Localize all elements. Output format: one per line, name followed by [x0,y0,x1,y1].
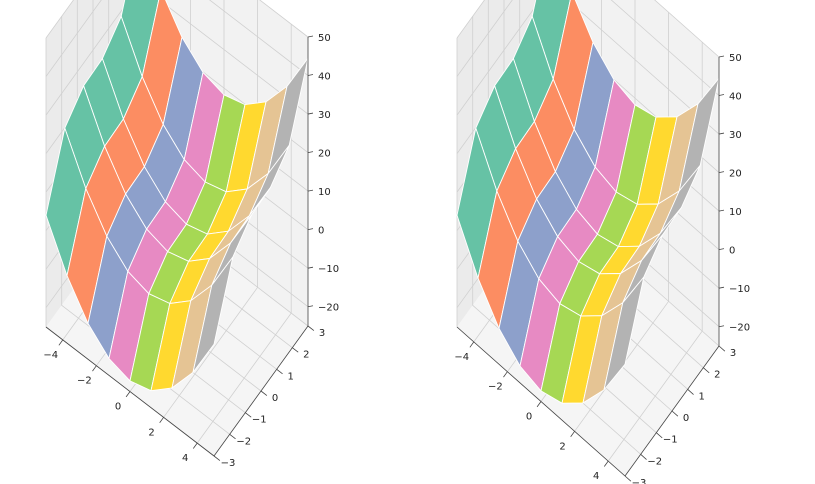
surface [45,0,309,392]
y-tick-label: 1 [699,391,705,402]
y-tick-mark [624,475,632,482]
x-tick-label: −2 [77,376,92,387]
z-tick-label: 40 [729,92,742,103]
y-tick-label: −1 [663,435,678,446]
x-tick-label: −4 [454,352,469,363]
z-tick-mark [718,248,725,251]
x-tick-mark [570,431,575,437]
x-tick-label: 0 [115,402,121,413]
y-tick-mark [307,325,315,331]
z-tick-label: −10 [729,284,750,295]
x-tick-mark [192,442,198,449]
x-tick-label: −2 [488,382,503,393]
y-tick-mark [213,455,221,461]
z-tick-mark [307,189,314,192]
y-tick-label: −2 [647,456,662,467]
y-tick-label: 0 [683,413,689,424]
x-tick-label: 4 [593,471,599,482]
z-tick-mark [307,266,314,269]
x-tick-label: −4 [43,350,58,361]
x-tick-mark [159,417,164,423]
x-tick-mark [92,365,97,372]
y-tick-mark [718,345,726,352]
z-tick-mark [307,74,314,76]
x-tick-mark [603,460,609,467]
z-tick-label: 10 [729,207,742,218]
z-tick-mark [718,209,725,212]
z-tick-mark [307,305,314,308]
x-tick-mark [469,341,475,348]
z-tick-label: 20 [729,169,742,180]
y-tick-mark [703,367,710,374]
z-tick-label: 50 [318,33,331,44]
gridline-z [45,0,309,116]
gridline-z [456,0,720,58]
z-tick-mark [718,55,725,58]
surface [456,0,720,404]
z-tick-label: −20 [729,323,750,334]
y-tick-mark [229,434,236,440]
y-tick-label: −2 [236,436,251,447]
z-tick-mark [307,35,314,38]
y-tick-label: 1 [288,371,294,382]
z-tick-label: 20 [318,149,331,160]
y-tick-label: −1 [252,415,267,426]
z-tick-mark [718,132,725,135]
axes [45,35,315,461]
x-tick-mark [536,401,542,408]
surface-patch [603,276,645,391]
x-tick-label: 2 [559,441,565,452]
y-tick-mark [260,390,268,396]
y-tick-label: 0 [272,393,278,404]
y-tick-mark [276,369,283,375]
x-tick-mark [58,339,64,346]
y-tick-label: 3 [319,328,325,339]
y-tick-mark [671,410,679,417]
y-tick-mark [245,412,252,418]
y-tick-label: 2 [303,350,309,361]
gridline-z [456,0,720,135]
y-tick-mark [640,454,647,460]
surface-patch [192,256,234,373]
x-tick-mark [503,371,508,378]
z-tick-mark [307,228,314,231]
z-tick-label: −10 [318,264,339,275]
x-tick-label: 0 [526,412,532,423]
z-tick-label: −20 [318,303,339,314]
y-tick-label: 2 [714,370,720,381]
z-tick-label: 30 [318,110,331,121]
y-tick-mark [292,347,299,353]
y-tick-mark [656,432,663,439]
z-tick-label: 10 [318,187,331,198]
z-tick-label: 0 [729,246,735,257]
y-tick-label: −3 [632,478,647,484]
y-tick-mark [687,389,694,395]
z-tick-label: 30 [729,130,742,141]
gridline-y [472,16,641,455]
z-tick-mark [718,286,725,289]
z-tick-mark [718,171,725,173]
axes [456,55,726,482]
y-tick-label: 3 [730,348,736,359]
gridline-y [61,16,230,435]
z-tick-label: 0 [318,226,324,237]
z-tick-mark [307,151,314,153]
z-tick-mark [307,112,314,115]
x-tick-label: 4 [182,453,188,464]
z-tick-mark [718,94,725,96]
z-tick-mark [718,325,725,328]
gridline-z [45,0,309,77]
z-tick-label: 40 [318,72,331,83]
gridline-z [456,0,720,96]
z-tick-label: 50 [729,53,742,64]
x-tick-label: 2 [148,427,154,438]
x-tick-mark [125,391,131,398]
y-tick-label: −3 [221,458,236,469]
